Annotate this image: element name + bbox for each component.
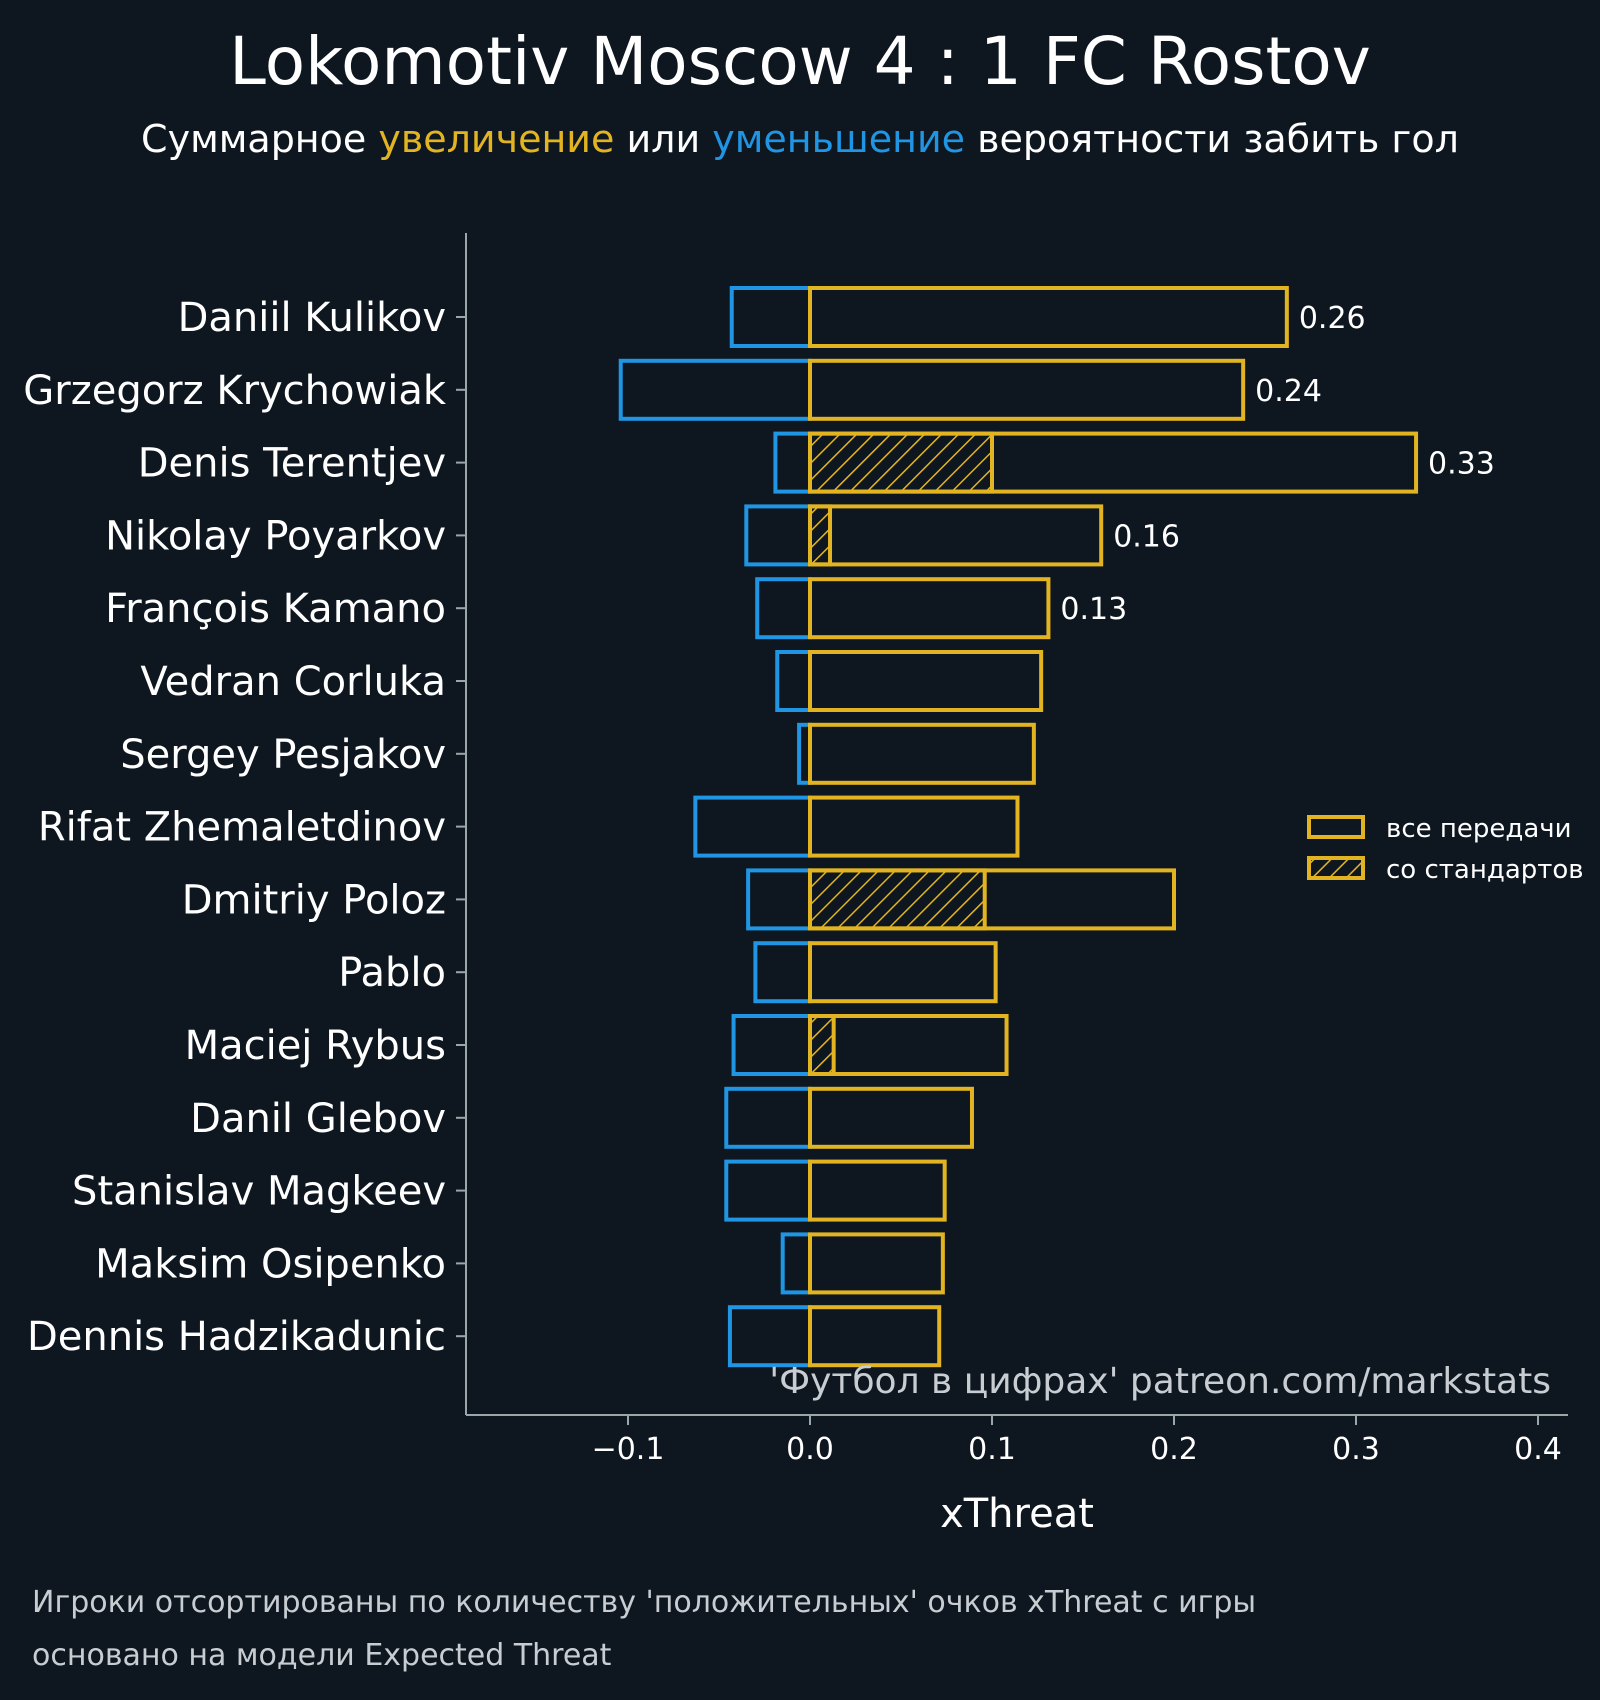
- value-label: 0.26: [1299, 301, 1366, 336]
- player-label: Dmitriy Poloz: [182, 877, 446, 923]
- positive-bar: [808, 577, 1051, 640]
- negative-bar: [746, 868, 812, 931]
- legend-label-set-pieces: со стандартов: [1386, 855, 1584, 885]
- positive-bar: [808, 358, 1246, 421]
- negative-bar: [744, 504, 812, 567]
- negative-bar: [753, 941, 813, 1004]
- watermark: 'Футбол в цифрах' patreon.com/markstats: [769, 1361, 1551, 1402]
- set-piece-bar: [808, 504, 833, 567]
- value-label: 0.24: [1255, 374, 1322, 409]
- value-label: 0.13: [1060, 592, 1127, 627]
- player-label: Dennis Hadzikadunic: [27, 1314, 446, 1360]
- positive-bar: [808, 1086, 974, 1149]
- positive-bar: [808, 1305, 942, 1368]
- negative-bar: [780, 1232, 813, 1295]
- negative-bar: [724, 1159, 813, 1222]
- negative-bar: [773, 431, 812, 494]
- negative-bar: [729, 286, 812, 348]
- legend: все передачи со стандартов: [1307, 814, 1584, 885]
- subtitle-decrease-word: уменьшение: [712, 117, 965, 161]
- positive-bar: [808, 722, 1036, 785]
- positive-bar: [808, 941, 998, 1004]
- x-tick-label: 0.3: [1332, 1432, 1380, 1467]
- x-tick-label: 0.4: [1514, 1432, 1562, 1467]
- positive-bar: [808, 868, 1176, 931]
- player-label: Grzegorz Krychowiak: [23, 368, 447, 414]
- negative-bar: [775, 650, 812, 712]
- positive-bar: [808, 1232, 945, 1295]
- negative-bar: [731, 1014, 812, 1076]
- positive-bar: [808, 1014, 1009, 1076]
- x-tick-label: −0.1: [592, 1432, 665, 1467]
- negative-bar: [618, 358, 812, 421]
- player-label: Maksim Osipenko: [95, 1241, 446, 1287]
- set-piece-bar: [808, 431, 994, 494]
- player-label: Vedran Corluka: [140, 659, 446, 705]
- value-label: 0.16: [1113, 519, 1180, 554]
- set-piece-bar: [808, 868, 987, 931]
- player-label: Stanislav Magkeev: [72, 1169, 446, 1215]
- subtitle-part-1: Суммарное: [141, 117, 378, 161]
- x-tick-label: 0.2: [1150, 1432, 1198, 1467]
- positive-bar: [808, 286, 1289, 348]
- subtitle-part-3: или: [614, 117, 712, 161]
- x-axis-label: xThreat: [940, 1491, 1094, 1537]
- player-labels: Daniil Kulikov Grzegorz Krychowiak Denis T…: [23, 295, 466, 1360]
- player-label: Daniil Kulikov: [178, 295, 446, 341]
- player-label: Maciej Rybus: [185, 1023, 446, 1069]
- legend-swatch-all-passes: [1307, 815, 1365, 839]
- negative-bar: [755, 577, 812, 640]
- bars-group: [618, 286, 1419, 1368]
- player-label: Danil Glebov: [190, 1096, 446, 1142]
- set-piece-bar: [808, 1014, 836, 1076]
- player-label: Sergey Pesjakov: [120, 732, 446, 778]
- positive-bar: [808, 431, 1419, 494]
- negative-bar: [693, 795, 813, 858]
- player-label: François Kamano: [105, 586, 446, 632]
- player-label: Pablo: [338, 950, 446, 996]
- positive-bar: [808, 504, 1104, 567]
- negative-bar: [724, 1086, 813, 1149]
- footnote-line-1: Игроки отсортированы по количеству 'поло…: [32, 1585, 1256, 1620]
- subtitle-increase-word: увеличение: [378, 117, 614, 161]
- value-label: 0.33: [1428, 447, 1495, 482]
- positive-bar: [808, 795, 1020, 858]
- player-label: Rifat Zhemaletdinov: [38, 805, 446, 851]
- chart-title: Lokomotiv Moscow 4 : 1 FC Rostov: [229, 23, 1371, 100]
- footnote-line-2: основано на модели Expected Threat: [32, 1638, 612, 1673]
- legend-swatch-set-pieces: [1307, 856, 1365, 880]
- player-label: Denis Terentjev: [138, 441, 446, 487]
- positive-bar: [808, 1159, 947, 1222]
- legend-label-all-passes: все передачи: [1386, 814, 1572, 844]
- value-labels: 0.26 0.24 0.33 0.16 0.13: [1060, 301, 1494, 627]
- negative-bar: [727, 1305, 812, 1368]
- player-label: Nikolay Poyarkov: [105, 513, 446, 559]
- chart-subtitle: Суммарное увеличение или уменьшение веро…: [141, 117, 1459, 161]
- x-axis: −0.1 0.0 0.1 0.2 0.3 0.4: [592, 1415, 1562, 1467]
- x-tick-label: 0.0: [786, 1432, 834, 1467]
- subtitle-part-5: вероятности забить гол: [965, 117, 1459, 161]
- x-tick-label: 0.1: [968, 1432, 1016, 1467]
- positive-bar: [808, 650, 1044, 712]
